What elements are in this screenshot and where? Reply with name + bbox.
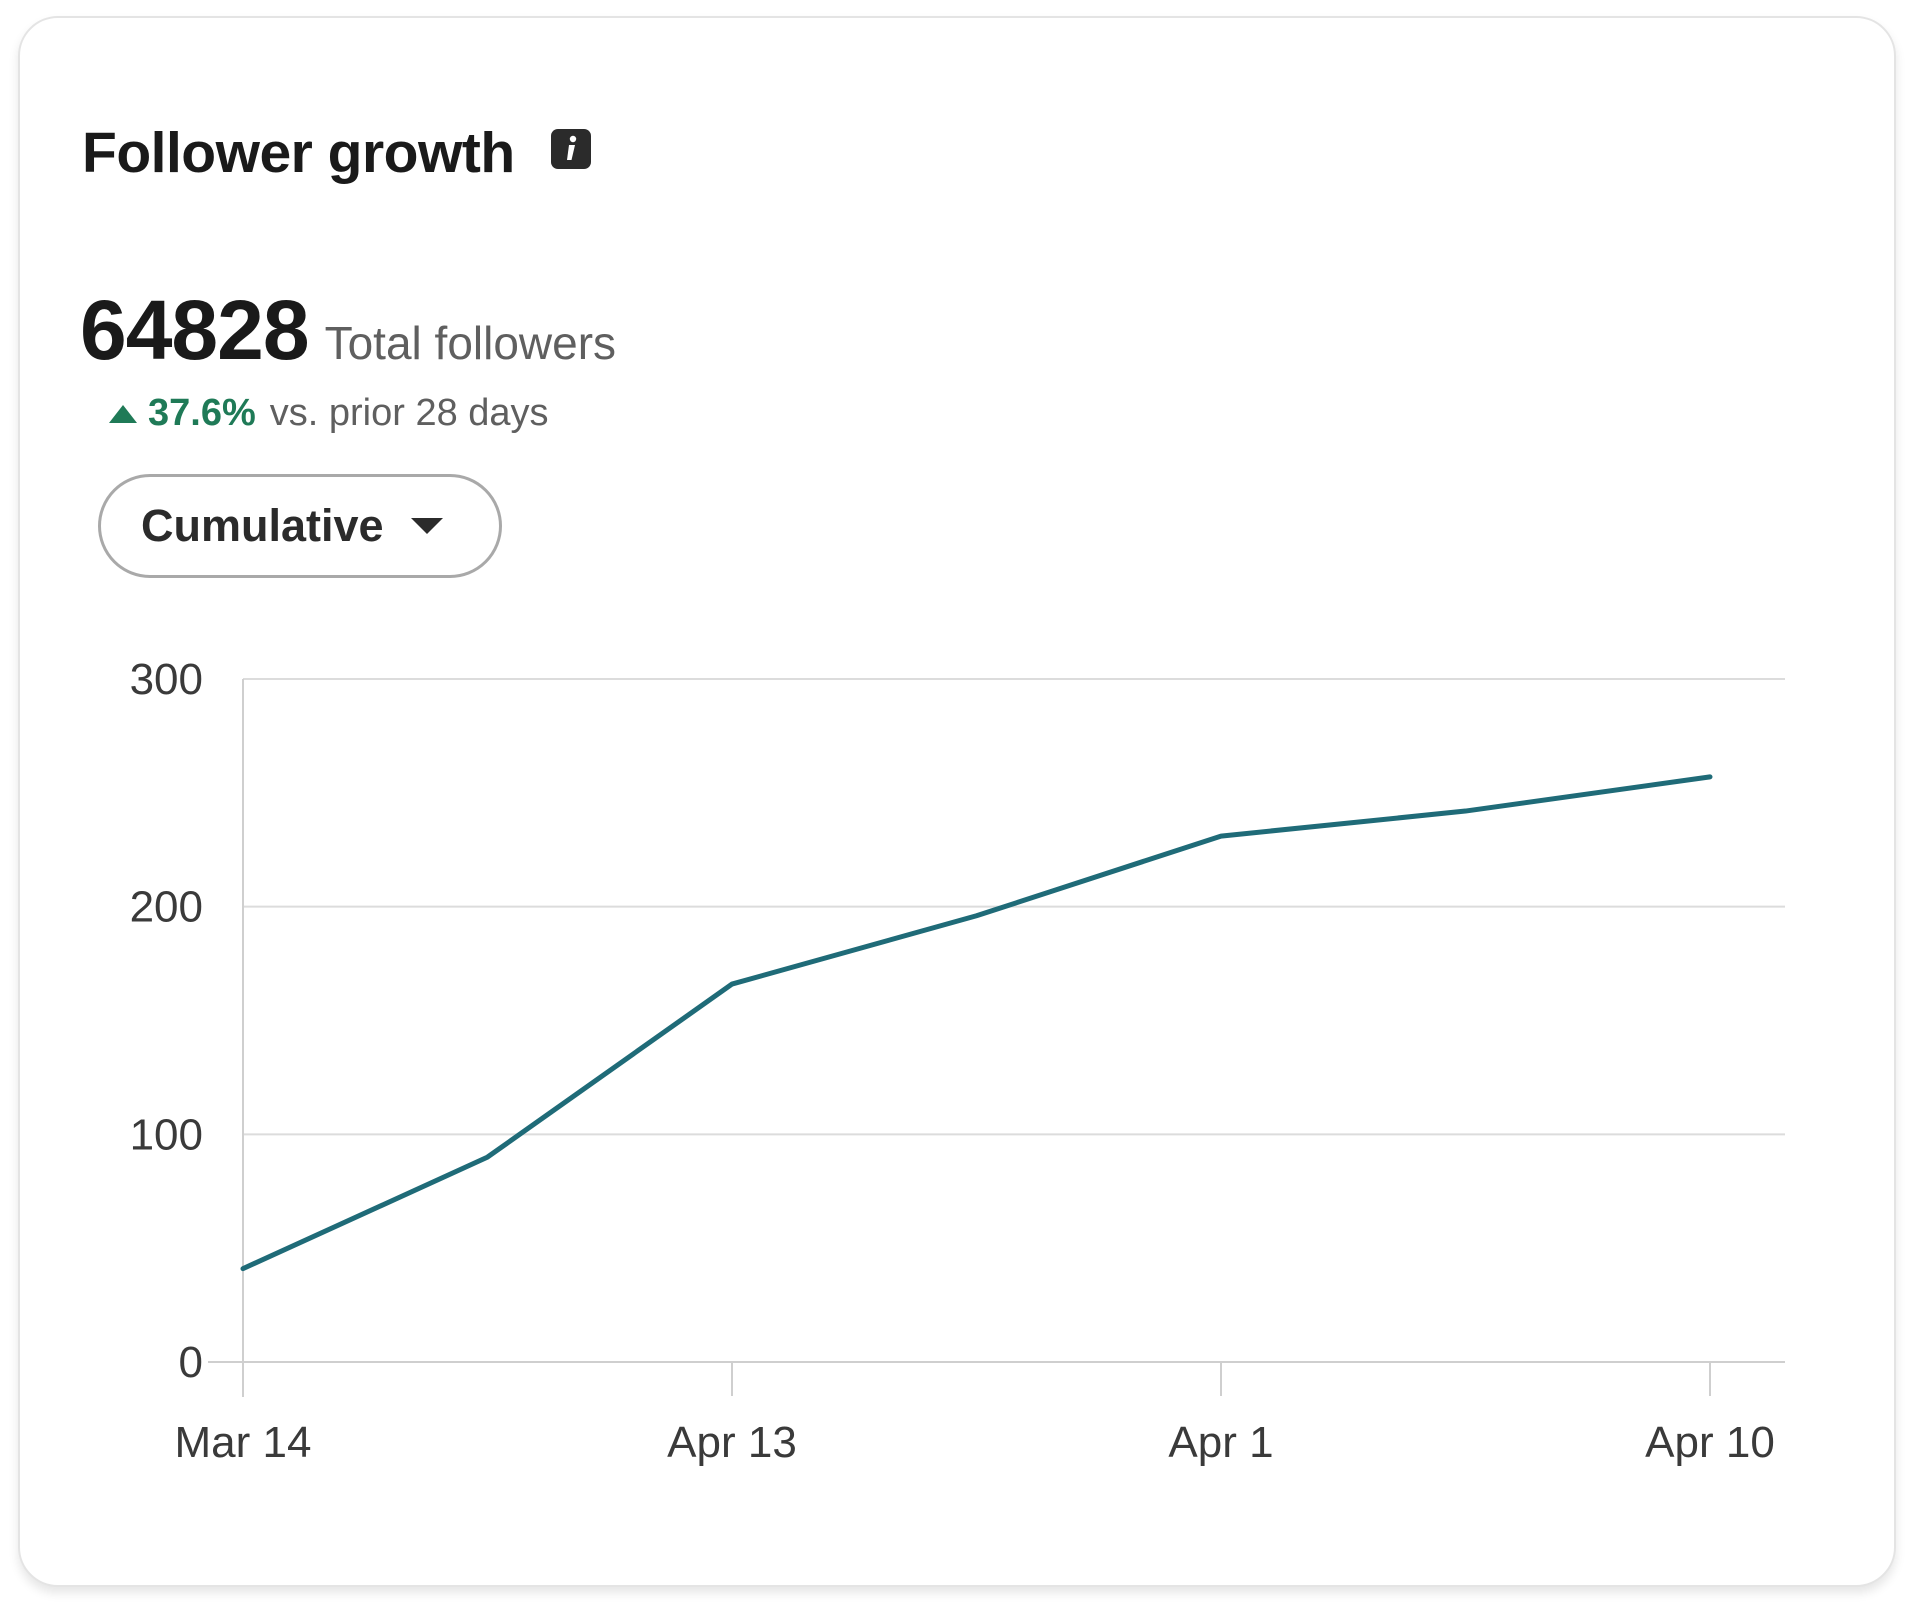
change-indicator: 37.6% vs. prior 28 days <box>108 392 549 435</box>
change-comparison-text: vs. prior 28 days <box>269 392 549 434</box>
x-tick-label: Apr 10 <box>1645 1418 1775 1467</box>
series-layer <box>240 774 1713 1272</box>
change-percent: 37.6% <box>148 392 256 434</box>
view-mode-dropdown[interactable]: Cumulative <box>98 474 502 578</box>
follower-growth-card <box>18 16 1896 1587</box>
caret-down-icon <box>410 518 443 534</box>
total-followers-label: Total followers <box>324 317 617 369</box>
y-tick-label: 200 <box>130 883 203 932</box>
label-layer: 0 100 200 300 Mar 14 Apr 13 Apr 1 Apr 10 <box>130 655 1775 1467</box>
followers-series-line <box>240 774 1713 1272</box>
triangle-up-icon <box>109 404 137 423</box>
x-tick-label: Apr 13 <box>667 1418 797 1467</box>
card-title: Follower growth <box>82 121 515 185</box>
info-icon[interactable] <box>550 129 591 169</box>
view-mode-selected: Cumulative <box>141 500 384 551</box>
x-tick-label: Apr 1 <box>1168 1418 1273 1467</box>
grid-layer <box>208 678 1785 1363</box>
y-tick-label: 100 <box>130 1110 203 1159</box>
total-followers-value: 64828 <box>80 283 310 377</box>
info-glyph <box>566 135 576 160</box>
title-row: Follower growth <box>82 120 591 186</box>
y-tick-label: 300 <box>130 655 203 704</box>
x-tick-label: Mar 14 <box>175 1418 312 1467</box>
total-followers-metric: 64828 Total followers <box>80 282 616 379</box>
y-tick-label: 0 <box>179 1338 203 1387</box>
axis-layer <box>242 679 1711 1397</box>
